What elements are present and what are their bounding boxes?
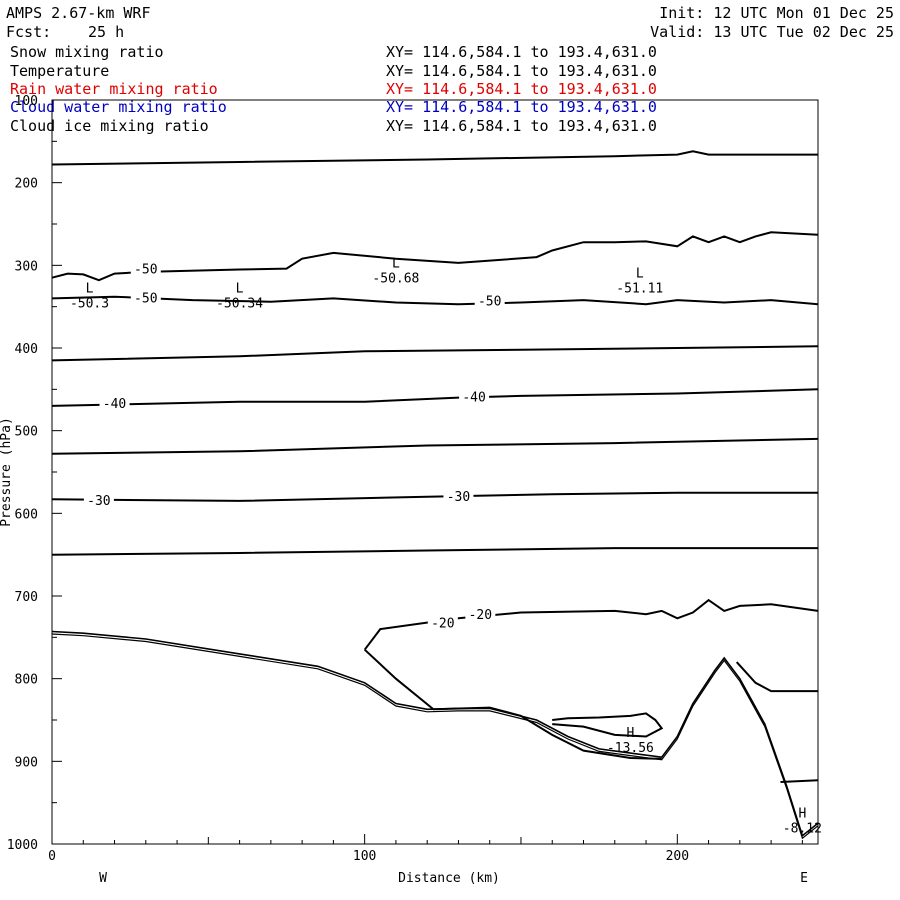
extremum-marker: L xyxy=(392,257,400,272)
extremum-value: -50.34 xyxy=(216,296,263,311)
y-tick-label: 400 xyxy=(15,342,38,357)
y-tick-label: 1000 xyxy=(7,838,38,853)
temperature-contour xyxy=(51,231,819,282)
x-axis-label: Distance (km) xyxy=(398,871,500,886)
field-range: XY= 114.6,584.1 to 193.4,631.0 xyxy=(386,43,657,61)
temperature-contour xyxy=(51,345,819,362)
init-time: Init: 12 UTC Mon 01 Dec 25 xyxy=(659,4,894,22)
valid-time: Valid: 13 UTC Tue 02 Dec 25 xyxy=(650,23,894,41)
contour-label: -40 xyxy=(103,397,126,412)
contour-label: -30 xyxy=(447,490,470,505)
extremum-marker: L xyxy=(86,281,94,296)
contour-label-bg xyxy=(459,388,490,404)
contour-label-bg xyxy=(427,614,458,630)
y-tick-label: 500 xyxy=(15,425,38,440)
terrain-line xyxy=(51,633,819,840)
contour-label-bg xyxy=(465,606,496,622)
extremum-marker: H xyxy=(798,806,806,821)
field-name: Cloud water mixing ratio xyxy=(10,98,227,116)
extremum-value: -8.12 xyxy=(783,821,822,836)
x-tick-label: 0 xyxy=(48,849,56,864)
y-tick-label: 900 xyxy=(15,755,38,770)
temperature-contour xyxy=(735,661,818,693)
temperature-contour xyxy=(51,388,819,407)
temperature-contour xyxy=(51,491,818,502)
x-tick-label: 200 xyxy=(666,849,689,864)
extremum-value: -50.3 xyxy=(70,296,109,311)
temperature-contour xyxy=(51,150,818,166)
contour-label: -50 xyxy=(134,291,157,306)
extremum-value: -51.11 xyxy=(616,282,663,297)
field-name: Rain water mixing ratio xyxy=(10,80,218,98)
contour-label: -30 xyxy=(87,494,110,509)
y-tick-label: 800 xyxy=(15,673,38,688)
contour-label: -40 xyxy=(462,391,485,406)
field-range: XY= 114.6,584.1 to 193.4,631.0 xyxy=(386,117,657,135)
extremum-marker: H xyxy=(626,726,634,741)
field-name: Snow mixing ratio xyxy=(10,43,164,61)
temperature-contour xyxy=(780,779,819,783)
contour-label-bg xyxy=(474,292,505,308)
contour-label-bg xyxy=(443,487,474,503)
forecast-label: Fcst: xyxy=(6,23,52,41)
temperature-contour xyxy=(552,712,664,738)
east-label: E xyxy=(800,871,808,886)
y-tick-label: 300 xyxy=(15,259,38,274)
contour-label: -20 xyxy=(469,608,492,623)
contour-label-bg xyxy=(130,260,161,276)
contour-label: -20 xyxy=(431,616,454,631)
temperature-contour xyxy=(51,437,819,455)
extremum-value: -50.68 xyxy=(372,272,419,287)
contour-label-bg xyxy=(83,491,114,507)
extremum-marker: L xyxy=(236,281,244,296)
temperature-contour xyxy=(51,547,818,556)
x-tick-label: 100 xyxy=(353,849,376,864)
temperature-contour xyxy=(364,648,662,760)
forecast-value: 25 h xyxy=(88,23,125,41)
field-range: XY= 114.6,584.1 to 193.4,631.0 xyxy=(386,62,657,80)
field-range: XY= 114.6,584.1 to 193.4,631.0 xyxy=(386,98,657,116)
y-axis-label: Pressure (hPa) xyxy=(0,417,14,527)
field-name: Temperature xyxy=(10,62,110,80)
y-tick-label: 100 xyxy=(15,94,38,109)
temperature-contour xyxy=(51,295,819,306)
model-title: AMPS 2.67-km WRF xyxy=(6,4,151,22)
terrain-line xyxy=(51,630,819,838)
contour-label-bg xyxy=(130,289,161,305)
field-range: XY= 114.6,584.1 to 193.4,631.0 xyxy=(386,80,657,98)
y-tick-label: 700 xyxy=(15,590,38,605)
field-name: Cloud ice mixing ratio xyxy=(10,117,209,135)
extremum-marker: L xyxy=(636,267,644,282)
y-tick-label: 600 xyxy=(15,507,38,522)
extremum-value: -13.56 xyxy=(607,741,654,756)
contour-label: -50 xyxy=(478,295,501,310)
contour-label: -50 xyxy=(134,262,157,277)
plot-frame xyxy=(51,99,819,845)
y-tick-label: 200 xyxy=(15,177,38,192)
contour-label-bg xyxy=(99,395,130,411)
west-label: W xyxy=(99,871,107,886)
